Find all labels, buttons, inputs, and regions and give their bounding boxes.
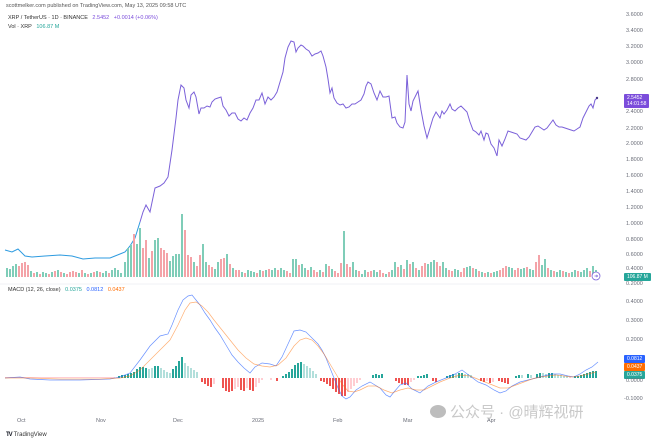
time-label: Nov	[96, 418, 106, 424]
scroll-to-realtime-icon[interactable]	[591, 271, 601, 281]
last-price-tag: 2.5452 14:01:58	[624, 94, 650, 108]
volume-bars	[6, 214, 597, 277]
signal-line	[5, 301, 597, 394]
tradingview-logo[interactable]: TV TradingView	[6, 432, 47, 438]
price-tick: 1.2000	[626, 205, 643, 211]
price-tick: 2.2000	[626, 126, 643, 132]
price-tick: 1.6000	[626, 173, 643, 179]
macd-tick: 0.2000	[626, 337, 643, 343]
wechat-watermark: 公众号 · @晴辉视研	[430, 401, 584, 422]
volume-tag: 106.87 M	[624, 273, 651, 281]
hist-tag: 0.0375	[624, 371, 646, 379]
time-label: Oct	[17, 418, 26, 424]
time-label: 2025	[252, 418, 265, 424]
price-tick: 3.0000	[626, 60, 643, 66]
time-label: Mar	[403, 418, 413, 424]
macd-value: 0.0812	[86, 287, 104, 293]
volume-label[interactable]: Vol · XRP	[8, 24, 32, 30]
price-tick: 3.2000	[626, 44, 643, 50]
last-price-dot	[595, 96, 599, 100]
bar-countdown: 14:01:58	[627, 101, 647, 107]
symbol-name[interactable]: XRP / TetherUS · 1D · BINANCE	[8, 15, 88, 21]
price-tick: 0.6000	[626, 252, 643, 258]
tradingview-mark-icon: TV	[6, 432, 13, 438]
price-tick: 1.4000	[626, 189, 643, 195]
price-tick: 2.8000	[626, 77, 643, 83]
symbol-legend: XRP / TetherUS · 1D · BINANCE 2.5452 +0.…	[8, 15, 161, 21]
price-tick: 0.4000	[626, 266, 643, 272]
last-price: 2.5452	[92, 15, 110, 21]
tradingview-text: TradingView	[13, 432, 47, 438]
time-label: Apr	[487, 418, 496, 424]
macd-line	[4, 294, 599, 400]
price-tick: 0.8000	[626, 237, 643, 243]
wechat-icon	[430, 405, 446, 418]
price-change: +0.0014 (+0.06%)	[113, 15, 158, 21]
watermark-text: 公众号 · @晴辉视研	[450, 404, 584, 421]
volume-value: 106.87 M	[36, 24, 60, 30]
macd-tag: 0.0812	[624, 355, 646, 363]
macd-histogram	[5, 357, 597, 396]
price-line-early	[4, 221, 141, 260]
macd-tick: 0.4000	[626, 299, 643, 305]
volume-legend: Vol · XRP 106.87 M	[8, 24, 62, 30]
macd-label[interactable]: MACD (12, 26, close)	[8, 287, 61, 293]
time-label: Dec	[173, 418, 183, 424]
signal-tag: 0.0437	[624, 363, 646, 371]
publisher-line: scottmelker.com published on TradingView…	[6, 3, 187, 9]
macd-hist-value: 0.0375	[65, 287, 82, 293]
macd-signal-value: 0.0437	[107, 287, 125, 293]
price-tick: 1.8000	[626, 157, 643, 163]
price-tick: 2.0000	[626, 141, 643, 147]
price-tick: 0.2000	[626, 281, 643, 287]
macd-tick: -0.1000	[624, 396, 643, 402]
time-label: Feb	[333, 418, 343, 424]
macd-tick: 0.0000	[626, 378, 643, 384]
price-tick: 3.6000	[626, 12, 643, 18]
last-price-tag-value: 2.5452	[627, 95, 643, 101]
price-tick: 1.0000	[626, 221, 643, 227]
price-tick: 2.4000	[626, 109, 643, 115]
price-tick: 3.4000	[626, 28, 643, 34]
macd-legend: MACD (12, 26, close) 0.0375 0.0812 0.043…	[8, 287, 128, 293]
macd-tick: 0.3000	[626, 318, 643, 324]
price-line	[139, 40, 598, 223]
